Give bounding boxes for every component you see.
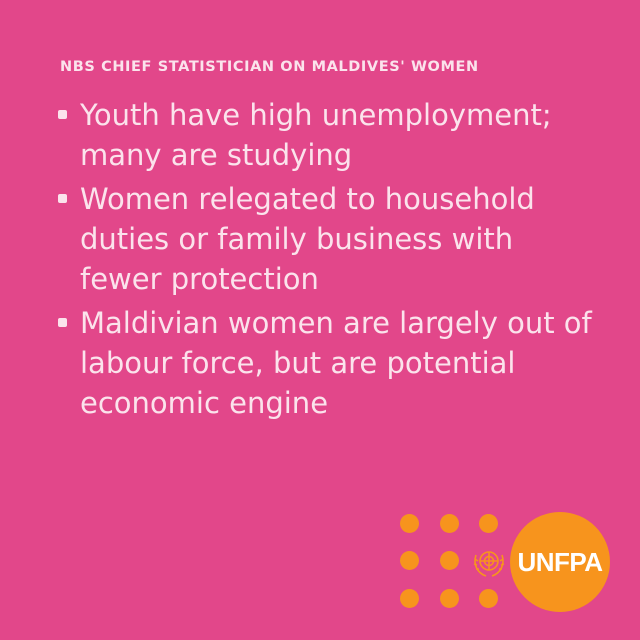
unfpa-logo-text: UNFPA [517, 547, 603, 577]
bullet-dot-icon [58, 110, 67, 119]
bullet-item: Maldivian women are largely out of labou… [58, 303, 598, 423]
logo-dots-icon [400, 512, 512, 612]
bullet-dot-icon [58, 318, 67, 327]
bullet-text: Youth have high unemployment; many are s… [80, 98, 552, 172]
unfpa-badge: UNFPA [510, 512, 610, 612]
bullet-item: Youth have high unemployment; many are s… [58, 95, 598, 175]
bullet-text: Women relegated to household duties or f… [80, 182, 535, 296]
bullet-list: Youth have high unemployment; many are s… [58, 95, 598, 427]
bullet-item: Women relegated to household duties or f… [58, 179, 598, 299]
bullet-dot-icon [58, 194, 67, 203]
bullet-text: Maldivian women are largely out of labou… [80, 306, 592, 420]
un-emblem-icon [473, 551, 505, 577]
slide-heading: NBS CHIEF STATISTICIAN ON MALDIVES' WOME… [60, 59, 479, 75]
unfpa-logo: UNFPA [400, 512, 612, 612]
